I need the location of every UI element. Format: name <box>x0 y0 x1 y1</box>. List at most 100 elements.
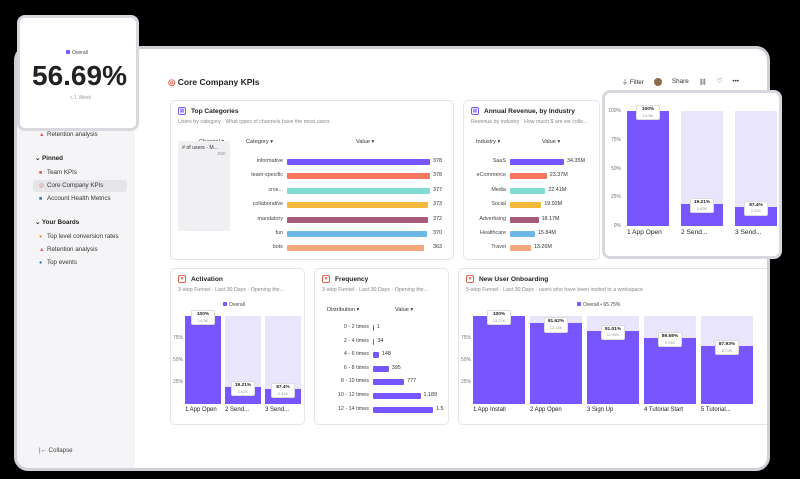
bar-value: 23.37M <box>549 172 568 179</box>
percentage-value: 87.4% <box>276 385 290 391</box>
avatar[interactable] <box>653 77 662 86</box>
bar <box>473 316 525 404</box>
kpi-value: 56.69% <box>32 60 127 91</box>
bar-value: 373 <box>433 201 442 208</box>
count-value: 12.15K <box>549 324 563 330</box>
sidebar-item-core-company-kpis[interactable]: ◎ Core Company KPIs <box>33 180 127 192</box>
sidebar-item-retention[interactable]: ▲ Retention analysis <box>33 244 127 256</box>
percentage-value: 91.01% <box>604 326 622 332</box>
y-tick-label: 25% <box>172 379 183 385</box>
column-header-distribution[interactable]: Distribution ▾ <box>327 307 360 313</box>
count-value: 2.31K <box>277 390 289 396</box>
funnel-icon: ▼ <box>178 275 186 283</box>
globe-icon: ● <box>39 260 43 266</box>
bar <box>373 379 405 386</box>
step-label: 3 Send... <box>735 229 762 236</box>
bar <box>510 187 546 194</box>
funnel-icon: ▼ <box>322 275 330 283</box>
top-categories-card[interactable]: ▦ Top Categories Users by category · Wha… <box>170 100 454 260</box>
bar-label: team-specific <box>251 172 283 179</box>
bar-value: 18.17M <box>541 215 560 222</box>
bar <box>530 323 582 404</box>
bar <box>587 330 639 404</box>
column-header-value[interactable]: Value ▾ <box>356 139 375 145</box>
bar <box>510 245 531 252</box>
y-tick-label: 25% <box>610 194 621 201</box>
percentage-value: 19.21% <box>234 383 252 389</box>
legend: Overall • 65.75% <box>577 302 620 308</box>
column-header-category[interactable]: Category ▾ <box>246 139 274 145</box>
frequency-card[interactable]: ▼ Frequency 3-step Funnel · Last 30 Days… <box>314 268 449 425</box>
column-header-value[interactable]: Value ▾ <box>542 139 561 145</box>
bar-value: 34 <box>377 337 384 344</box>
bar-value: 22.41M <box>548 186 567 193</box>
bar <box>373 338 375 345</box>
bar-label: informative <box>256 158 283 164</box>
collapse-icon: |← <box>39 447 47 454</box>
bar <box>373 325 374 331</box>
filter-button[interactable]: ⏚ Filter <box>621 79 644 86</box>
bar <box>510 202 542 209</box>
sidebar-item-account-health[interactable]: ■ Account Health Metrics <box>33 193 127 205</box>
bar-label: 10 - 12 times <box>337 392 369 398</box>
percentage-label: 89.68% 9.91K <box>658 332 682 348</box>
bar-label: eCommerce <box>476 172 506 179</box>
boards-section-label[interactable]: ⌄ Your Boards <box>35 219 80 226</box>
bar-label: 12 - 14 times <box>337 405 369 412</box>
funnel-icon: ▼ <box>466 275 474 283</box>
bar-value: 34.35M <box>567 158 585 164</box>
chart-icon: ▲ <box>39 132 45 138</box>
truck-icon: ■ <box>39 196 43 202</box>
bar <box>510 159 564 165</box>
count-value: 14.9K <box>642 112 654 118</box>
percentage-label: 19.21% 2.62K <box>690 197 714 214</box>
percentage-label: 87.4% 2.31K <box>744 200 768 216</box>
percentage-label: 100% 13.27K <box>487 310 511 326</box>
pinned-section-label[interactable]: ⌄ Pinned <box>35 155 64 162</box>
activation-card[interactable]: ▼ Activation 3-step Funnel · Last 30 Day… <box>170 268 305 425</box>
percentage-value: 87.93% <box>718 342 736 348</box>
bar <box>287 159 430 165</box>
collapse-button[interactable]: |← Collapse <box>39 447 73 454</box>
bar-value: 777 <box>407 378 417 385</box>
chart-icon: ▦ <box>178 107 186 115</box>
sidebar-item-conversion-rates[interactable]: ● Top level conversion rates <box>33 231 127 243</box>
heart-icon[interactable]: ♡ <box>716 78 723 85</box>
percentage-value: 87.4% <box>749 202 763 208</box>
count-value: 2.31K <box>750 208 762 214</box>
bar <box>287 202 429 209</box>
bar-value: 363 <box>433 244 442 251</box>
bar-label: 8 - 10 times <box>340 378 369 385</box>
percentage-label: 100% 14.9K <box>636 105 660 121</box>
chart-icon: ▦ <box>471 107 479 115</box>
count-value: 2.62K <box>696 205 708 211</box>
percentage-value: 100% <box>492 312 506 317</box>
sidebar-item-top-events[interactable]: ● Top events <box>33 257 127 269</box>
kpi-card[interactable]: Overall 56.69% < 1 Week <box>17 15 139 131</box>
onboarding-card[interactable]: ▼ New User Onboarding 5-step Funnel · La… <box>458 268 767 425</box>
percentage-value: 100% <box>196 312 210 317</box>
sidebar-item-team-kpis[interactable]: ■ Team KPIs <box>33 167 127 179</box>
bar-label: Advertising <box>479 215 506 222</box>
annual-revenue-card[interactable]: ▦ Annual Revenue, by Industry Revenue by… <box>463 100 600 260</box>
card-subtitle: 3-step Funnel · Last 30 Days · Opening t… <box>178 287 284 293</box>
bar <box>287 245 425 252</box>
column-header-industry[interactable]: Industry ▾ <box>476 139 501 145</box>
percentage-value: 89.68% <box>661 334 679 340</box>
floating-funnel-card[interactable]: 100% 75% 50% 25% 0% 100% 14.9K 1 App Open 19.21%… <box>602 90 782 259</box>
step-label: 1 App Install <box>473 407 506 413</box>
more-icon[interactable]: ••• <box>732 78 739 85</box>
y-tick-label: 25% <box>460 379 471 385</box>
board-icon: ■ <box>39 170 43 176</box>
y-tick-label: 75% <box>460 335 471 341</box>
bar-value: 1.5 <box>436 405 444 412</box>
sidebar-item-retention-analysis[interactable]: ▲ Retention analysis <box>33 129 127 141</box>
card-subtitle: Users by category · What types of channe… <box>178 119 330 125</box>
legend: Overall <box>223 302 245 308</box>
link-icon[interactable]: ⛓ <box>698 78 707 86</box>
bar-label: cros... <box>268 186 283 193</box>
share-button[interactable]: Share <box>671 78 689 85</box>
y-tick-label: 75% <box>610 136 621 143</box>
column-header-value[interactable]: Value ▾ <box>395 307 414 313</box>
bar <box>373 406 433 413</box>
